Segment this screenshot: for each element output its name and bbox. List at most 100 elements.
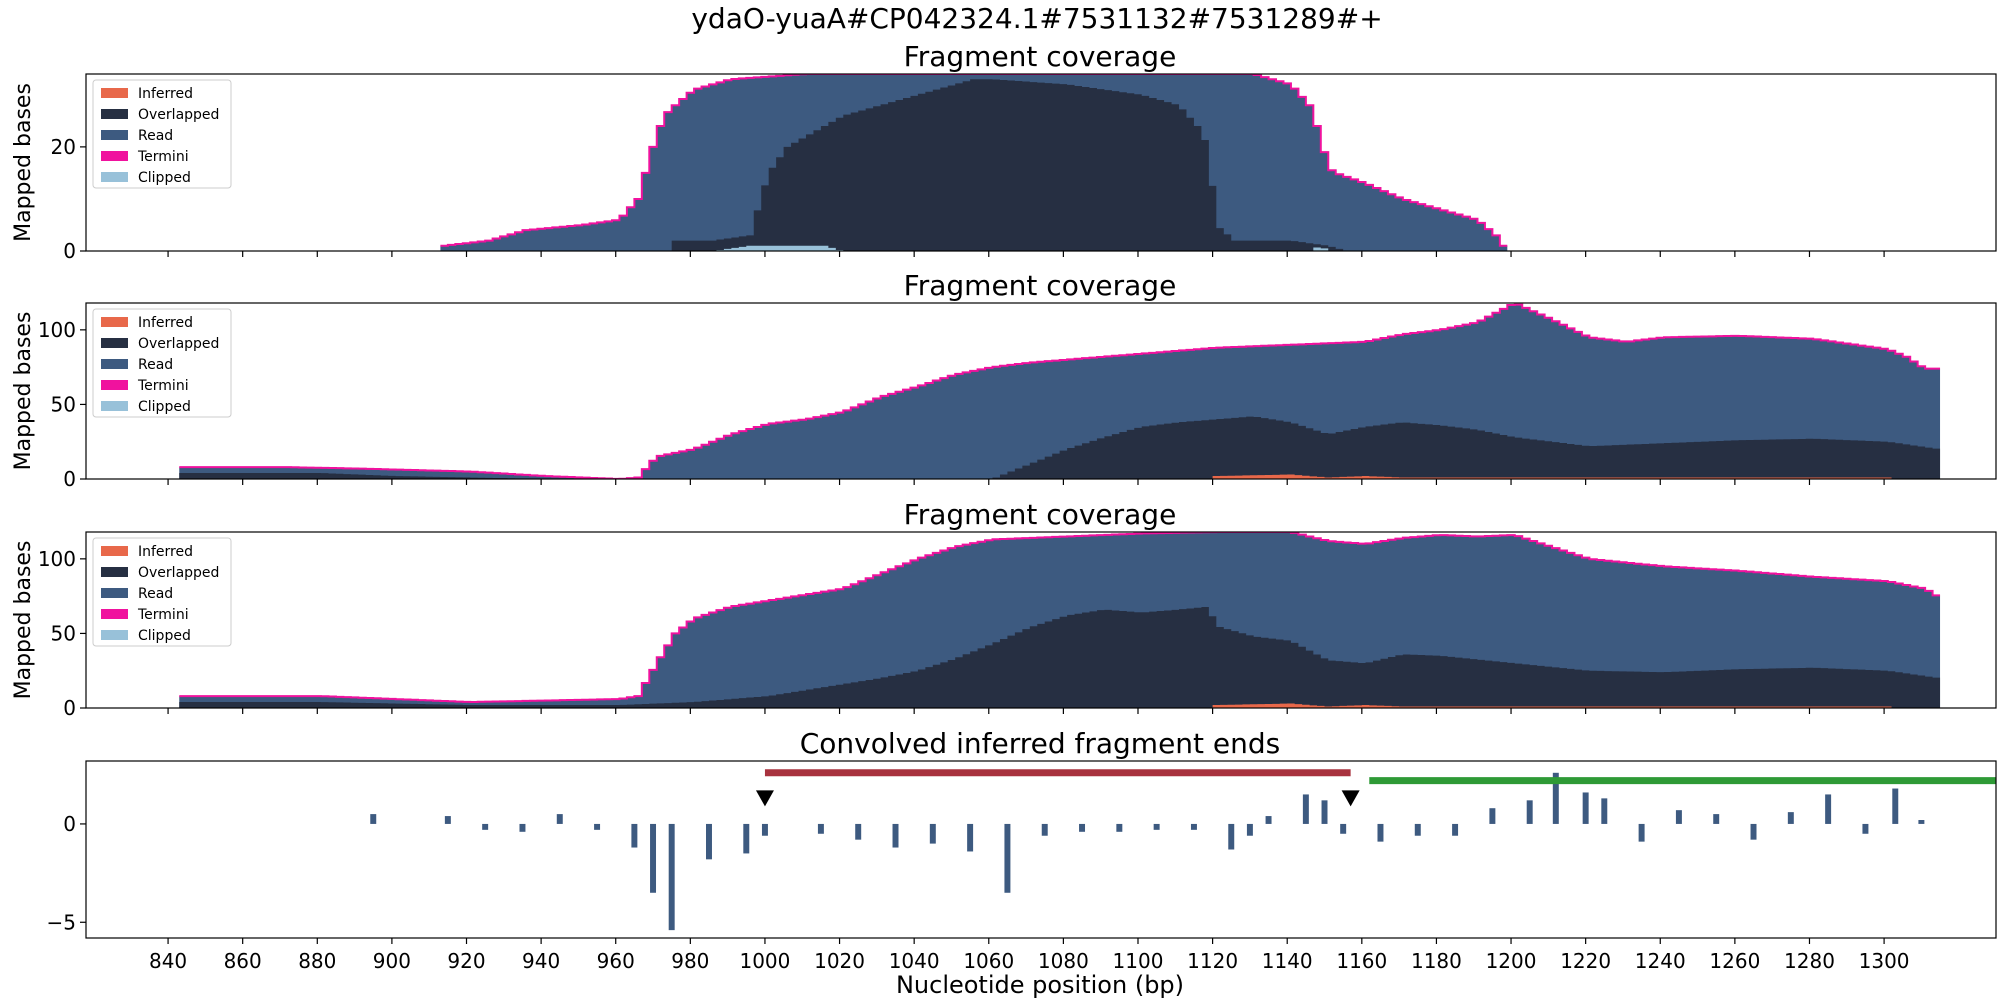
bar [1452,823,1459,836]
legend-label: Read [138,586,173,602]
bar [668,823,675,931]
x-tick-label: 1100 [1113,949,1164,973]
y-tick-label: 100 [38,318,76,342]
legend-label: Inferred [138,86,193,102]
plot-area [440,74,1508,251]
bar [1552,772,1559,824]
legend-swatch [101,567,128,577]
bar [1825,794,1832,824]
y-tick-label: 0 [63,239,76,263]
x-tick-label: 1260 [1709,949,1760,973]
bar [761,823,768,836]
x-tick-label: 1160 [1336,949,1387,973]
y-tick-label: 100 [38,547,76,571]
y-axis-label: Mapped bases [11,541,36,700]
bar [1004,823,1011,893]
x-tick-label: 1060 [963,949,1014,973]
plot-area [370,769,1996,931]
bar [1750,823,1757,840]
bar [631,823,638,848]
y-axis-label: Mapped bases [11,83,36,242]
legend-label: Termini [137,378,189,394]
axes-frame [85,531,1997,709]
legend-swatch [101,630,128,640]
axes-frame [85,760,1997,939]
legend: Inferred Overlapped Read Termini Clipped [92,537,232,647]
bar [1582,792,1589,824]
legend-label: Termini [137,607,189,623]
y-tick-label: 0 [63,696,76,720]
x-axis-label: Nucleotide position (bp) [896,971,1184,999]
area-inferred [1212,474,1892,479]
panel-title: Fragment coverage [904,269,1177,302]
x-tick-label: 900 [373,949,411,973]
legend-label: Read [138,357,173,373]
bar [855,823,862,840]
marker-triangle [755,790,774,807]
bar [892,823,899,848]
panel-4: 840 860 880 900 920 940 960 980 1000 1020 1040 1060… [47,727,1997,973]
bar [444,816,451,824]
legend-swatch [101,401,128,411]
plot-area [179,303,1941,479]
axes-frame [85,302,1997,480]
axes-frame [85,73,1997,252]
bar [1713,814,1720,824]
area-overlapped [671,79,1351,251]
legend-swatch [101,609,128,619]
x-tick-label: 1200 [1486,949,1537,973]
bar [1918,820,1925,824]
x-tick-label: 1080 [1038,949,1089,973]
bar [1246,823,1253,836]
legend-swatch [101,338,128,348]
bar [1489,808,1496,824]
x-tick-label: 920 [447,949,485,973]
area-overlapped [179,606,1941,708]
bar [1153,823,1160,830]
x-tick-label: 1180 [1411,949,1462,973]
legend-label: Clipped [138,170,191,186]
legend-label: Clipped [138,399,191,415]
legend-swatch [101,130,128,140]
y-tick-label: −5 [47,910,76,934]
x-tick-label: 1240 [1635,949,1686,973]
bar [370,814,377,824]
bar [929,823,936,844]
bar [1265,816,1272,824]
bar [967,823,974,852]
bar [1041,823,1048,836]
bar [1377,823,1384,842]
termini-edge [179,532,1941,703]
legend-label: Read [138,128,173,144]
bar [1190,823,1197,830]
bar [519,823,526,832]
panel-title: Fragment coverage [904,498,1177,531]
x-tick-label: 1280 [1784,949,1835,973]
bar [1340,823,1347,834]
x-tick-label: 1300 [1859,949,1910,973]
x-tick-label: 1120 [1187,949,1238,973]
legend-swatch [101,109,128,119]
figure-title: ydaO-yuaA#CP042324.1#7531132#7531289#+ [691,2,1382,35]
bar [1862,823,1869,834]
bar [556,814,563,824]
bar [650,823,657,893]
legend-swatch [101,317,128,327]
y-tick-label: 0 [63,467,76,491]
legend-swatch [101,172,128,182]
x-tick-label: 860 [224,949,262,973]
panel-2: 0 50 100 Fragment coverage Mapped bases Infer… [11,269,1997,491]
y-tick-label: 0 [63,812,76,836]
area-inferred [1212,703,1892,708]
bar [1601,798,1608,824]
legend-swatch [101,151,128,161]
panel-title: Fragment coverage [904,40,1177,73]
x-tick-label: 1140 [1262,949,1313,973]
panel-3: 0 50 100 Fragment coverage Mapped bases Infer… [11,498,1997,720]
x-tick-label: 1220 [1560,949,1611,973]
bar [1526,800,1533,824]
x-tick-label: 840 [149,949,187,973]
area-overlapped [179,416,1941,479]
legend-label: Overlapped [138,107,219,123]
